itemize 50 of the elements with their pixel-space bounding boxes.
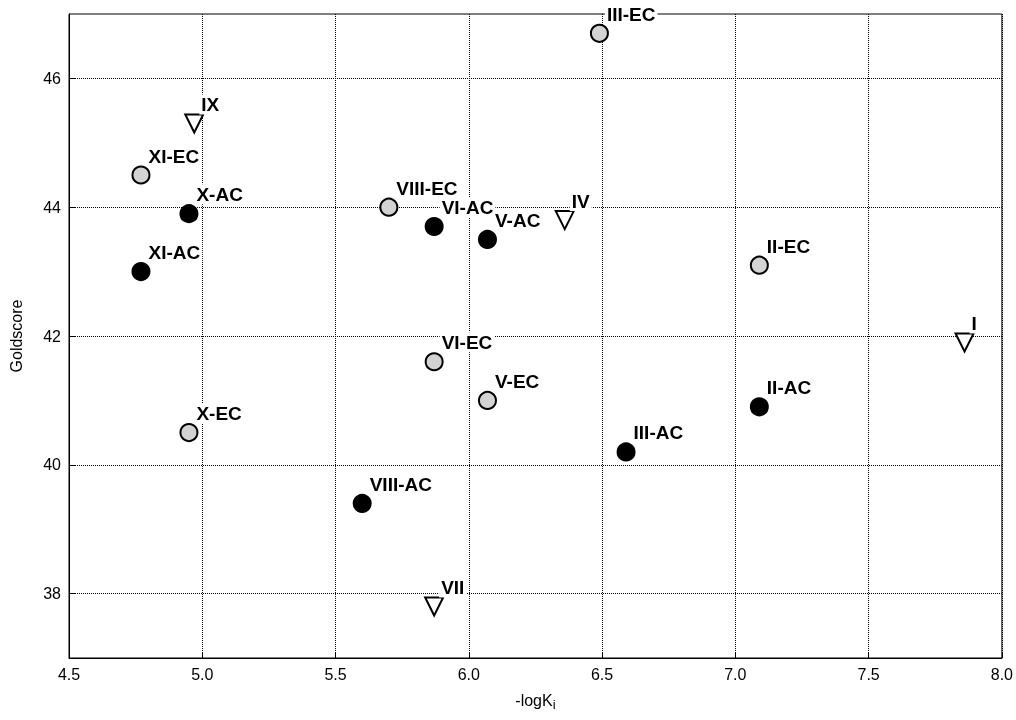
data-label: VI-AC: [441, 197, 494, 219]
data-label: V-AC: [494, 209, 541, 231]
point: [352, 493, 372, 513]
y-tick-label: 44: [43, 198, 62, 216]
data-label: VI-EC: [441, 332, 493, 354]
x-tick-label: 6.5: [590, 665, 614, 683]
data-label: XI-AC: [148, 242, 201, 264]
y-axis-title: Goldscore: [7, 299, 25, 373]
point: [131, 165, 151, 185]
data-label: II-AC: [766, 377, 812, 399]
data-label: II-EC: [766, 235, 811, 257]
data-label: V-EC: [494, 370, 540, 392]
point: [424, 352, 444, 372]
y-tick-label: 42: [43, 327, 62, 345]
point: [179, 423, 199, 443]
x-tick-label: 8.0: [990, 665, 1014, 683]
data-label: X-AC: [196, 184, 244, 206]
data-label: VIII-AC: [369, 473, 433, 495]
point: [749, 397, 769, 417]
point: [424, 217, 444, 237]
y-tick-label: 38: [43, 585, 62, 603]
point: [424, 596, 445, 617]
data-label: XI-EC: [148, 145, 200, 167]
x-tick-label: 7.0: [724, 665, 747, 683]
x-tick-label: 4.5: [57, 665, 81, 683]
point: [589, 23, 609, 43]
y-tick-label: 40: [43, 456, 62, 474]
point: [477, 229, 497, 249]
data-label: III-EC: [606, 3, 656, 25]
data-label: VIII-EC: [396, 177, 458, 199]
point: [179, 204, 199, 224]
x-tick-label: 5.0: [191, 665, 214, 683]
point: [749, 255, 769, 275]
data-label: VII: [441, 577, 465, 599]
data-label: IX: [201, 94, 220, 116]
point: [954, 332, 975, 353]
data-label: I: [971, 313, 977, 335]
point: [131, 262, 151, 282]
point: [554, 210, 575, 231]
data-label: IV: [571, 191, 591, 213]
y-tick-label: 46: [43, 69, 62, 87]
data-label: III-AC: [633, 422, 684, 444]
point: [379, 197, 399, 217]
x-tick-label: 5.5: [324, 665, 347, 683]
point: [616, 442, 636, 462]
x-tick-label: 7.5: [857, 665, 880, 683]
point: [184, 113, 205, 134]
point: [477, 390, 497, 410]
data-label: X-EC: [196, 403, 243, 425]
x-tick-label: 6.0: [457, 665, 481, 683]
